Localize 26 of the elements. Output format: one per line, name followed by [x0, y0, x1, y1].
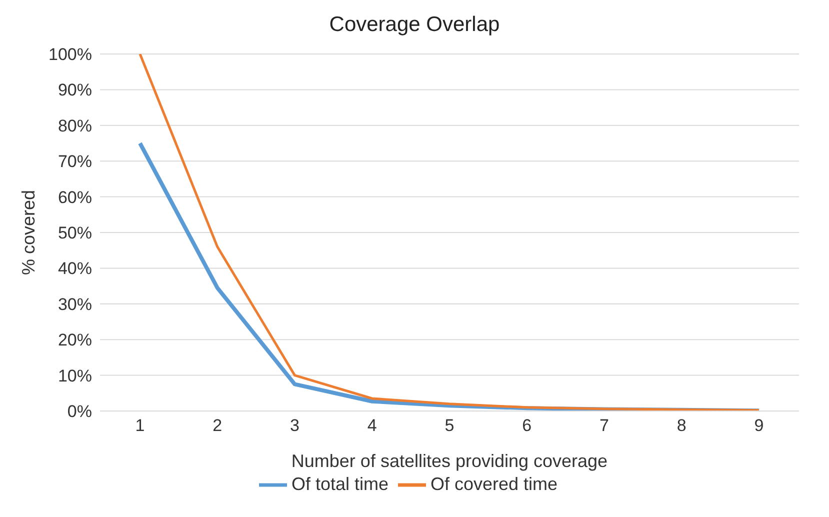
- legend-label: Of total time: [291, 474, 388, 494]
- x-tick-label: 2: [212, 416, 222, 436]
- y-tick-label: 30%: [58, 294, 92, 314]
- x-tick-label: 8: [676, 416, 686, 436]
- y-tick-label: 20%: [58, 330, 92, 350]
- line-series: [138, 54, 760, 411]
- x-tick-label: 3: [290, 416, 300, 436]
- x-axis-title: Number of satellites providing coverage: [291, 451, 608, 471]
- x-tick-label: 1: [135, 416, 145, 436]
- y-tick-label: 0%: [67, 402, 92, 422]
- y-tick-label: 10%: [58, 366, 92, 386]
- chart-title: Coverage Overlap: [328, 12, 501, 38]
- y-tick-label: 60%: [58, 188, 92, 207]
- y-tick-label: 40%: [58, 259, 92, 278]
- x-tick-label: 7: [600, 416, 609, 436]
- y-tick-label: 80%: [58, 116, 92, 136]
- y-tick-label: 70%: [58, 152, 92, 172]
- legend-label: Of covered time: [430, 474, 558, 494]
- x-tick-label: 5: [444, 416, 454, 436]
- y-tick-label: 90%: [58, 80, 92, 100]
- y-axis-title: % covered: [18, 190, 38, 276]
- y-tick-label: 50%: [58, 224, 92, 243]
- x-tick-label: 6: [522, 416, 532, 436]
- x-tick-label: 9: [754, 416, 764, 436]
- x-tick-label: 4: [367, 416, 377, 436]
- y-tick-label: 100%: [48, 45, 92, 64]
